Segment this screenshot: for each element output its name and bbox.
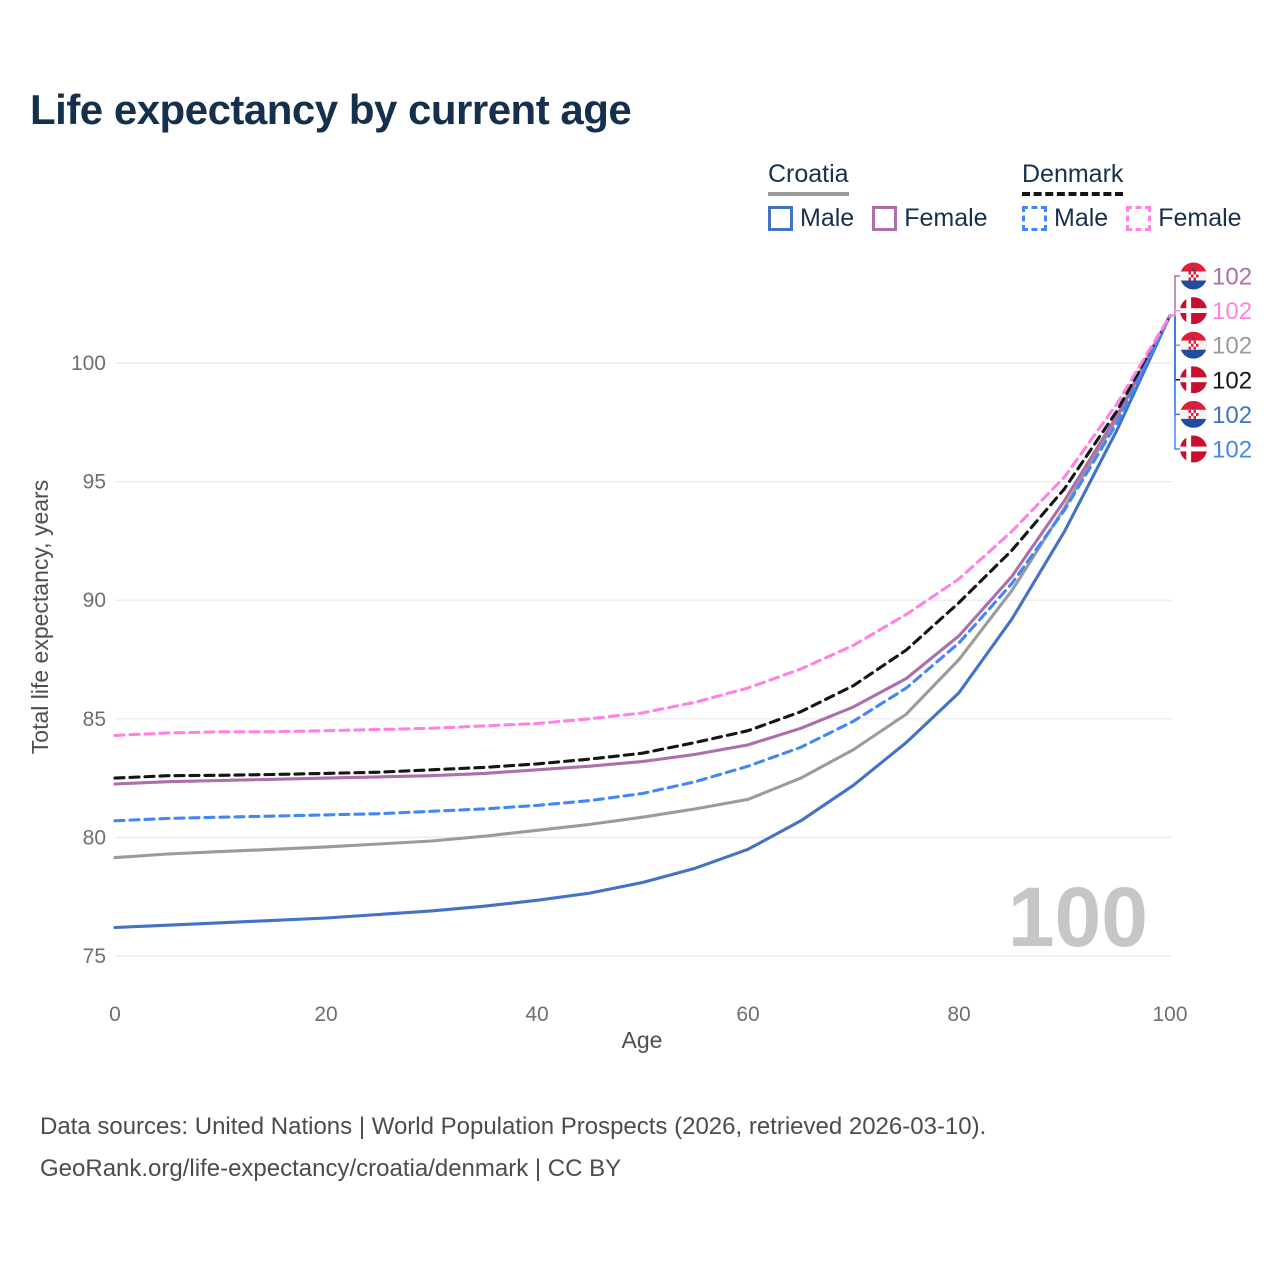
end-value-denmark-male: 102	[1212, 437, 1252, 464]
end-value-croatia-male: 102	[1212, 402, 1252, 429]
croatia-flag-icon	[1180, 263, 1207, 290]
page-title: Life expectancy by current age	[30, 86, 632, 133]
legend-group-croatia: Croatia Male Female	[768, 160, 988, 233]
end-value-denmark-female: 102	[1212, 298, 1252, 325]
x-axis-title: Age	[622, 1027, 663, 1053]
croatia-male-label[interactable]: Male	[800, 204, 855, 232]
y-tick-75: 75	[83, 945, 106, 968]
series-line-croatia-female	[113, 314, 1172, 786]
x-tick-100: 100	[1152, 1003, 1187, 1026]
footer: Data sources: United Nations | World Pop…	[40, 1106, 986, 1190]
end-value-croatia-both: 102	[1212, 333, 1252, 360]
gridlines	[115, 362, 1172, 957]
y-tick-90: 90	[83, 589, 106, 612]
legend-croatia-items: Male Female	[768, 204, 988, 233]
series-end-labels: 102 102 102 102 102 102	[1170, 263, 1252, 464]
leader-line-denmark-female	[1170, 309, 1180, 317]
end-value-denmark-both: 102	[1212, 367, 1252, 394]
end-value-croatia-female: 102	[1212, 264, 1252, 291]
legend-group-denmark: Denmark Male Female	[1022, 160, 1242, 233]
x-axis-tick-labels: 0 20 40 60 80 100	[109, 1003, 1187, 1026]
denmark-male-label[interactable]: Male	[1054, 204, 1109, 232]
croatia-male-swatch-icon[interactable]	[768, 206, 793, 231]
legend-croatia-header: Croatia	[768, 160, 849, 196]
denmark-flag-icon	[1180, 297, 1207, 324]
denmark-male-swatch-icon[interactable]	[1022, 206, 1047, 231]
attribution-text: GeoRank.org/life-expectancy/croatia/denm…	[40, 1155, 622, 1182]
legend-item-croatia-female[interactable]: Female	[872, 204, 988, 233]
denmark-flag-icon	[1180, 436, 1207, 463]
y-tick-95: 95	[83, 471, 106, 494]
leader-line-denmark-male	[1170, 314, 1180, 450]
x-tick-0: 0	[109, 1003, 121, 1026]
data-sources-text: Data sources: United Nations | World Pop…	[40, 1113, 987, 1140]
series-lines	[113, 314, 1172, 930]
croatia-female-swatch-icon[interactable]	[872, 206, 898, 231]
leader-line-croatia-female	[1170, 275, 1180, 317]
series-line-denmark-female	[113, 314, 1172, 737]
legend-item-croatia-male[interactable]: Male	[768, 204, 854, 233]
y-tick-85: 85	[83, 708, 106, 731]
croatia-female-label[interactable]: Female	[904, 204, 988, 232]
y-tick-80: 80	[83, 826, 106, 849]
x-tick-80: 80	[947, 1003, 970, 1026]
denmark-female-label[interactable]: Female	[1158, 204, 1242, 232]
legend-item-denmark-male[interactable]: Male	[1022, 204, 1108, 233]
denmark-flag-icon	[1180, 366, 1207, 393]
series-line-denmark-male	[113, 314, 1172, 823]
x-tick-40: 40	[525, 1003, 548, 1026]
age-counter-watermark: 100	[1008, 870, 1148, 964]
series-line-denmark-both	[113, 314, 1172, 780]
legend-denmark-items: Male Female	[1022, 204, 1242, 233]
x-tick-60: 60	[736, 1003, 759, 1026]
y-axis-tick-labels: 75 80 85 90 95 100	[71, 352, 106, 968]
x-tick-20: 20	[314, 1003, 337, 1026]
y-tick-100: 100	[71, 352, 106, 375]
croatia-flag-icon	[1180, 332, 1207, 359]
legend-item-denmark-female[interactable]: Female	[1126, 204, 1242, 233]
croatia-flag-icon	[1180, 401, 1207, 428]
series-line-croatia-male	[113, 314, 1172, 930]
y-axis-title: Total life expectancy, years	[27, 480, 53, 754]
series-line-croatia-both	[113, 314, 1172, 860]
legend-denmark-header: Denmark	[1022, 160, 1124, 196]
denmark-female-swatch-icon[interactable]	[1126, 206, 1152, 231]
